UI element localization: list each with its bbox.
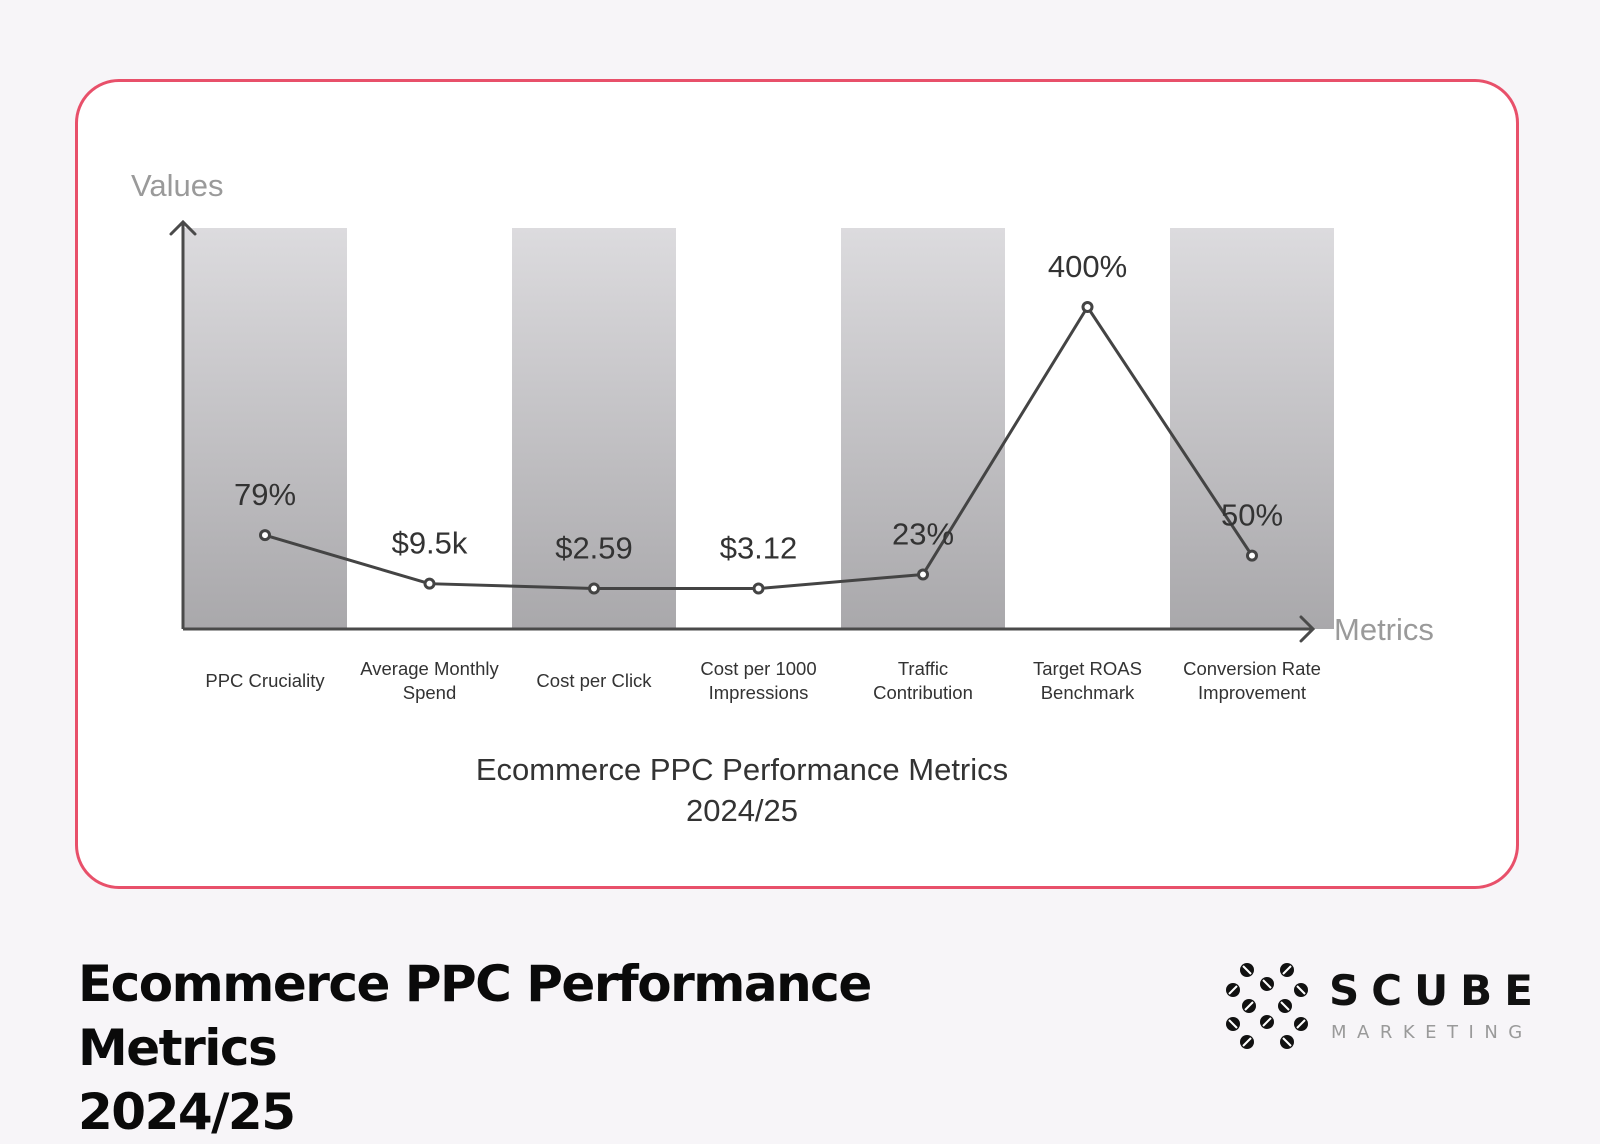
category-label: Target ROAS (1033, 658, 1142, 679)
page-title: Ecommerce PPC Performance Metrics 2024/2… (78, 952, 1078, 1144)
scube-logo: SCUBE MARKETING (1225, 962, 1545, 1052)
chart-card: Values Metrics 79% $9.5k $2.59 $3.12 23% 400% 50… (75, 79, 1519, 889)
y-axis-label: Values (131, 168, 224, 203)
category-band (183, 228, 347, 629)
category-label: PPC Cruciality (205, 670, 325, 691)
chart: Values Metrics 79% $9.5k $2.59 $3.12 23% 400% 50… (131, 168, 1434, 828)
y-axis-arrow (169, 219, 197, 236)
page-title-line-2: 2024/25 (78, 1083, 296, 1141)
dots-cluster-icon (1226, 963, 1308, 1049)
category-label: Conversion Rate (1183, 658, 1321, 679)
category-band (841, 228, 1005, 629)
data-label: 79% (234, 477, 296, 512)
category-label: Spend (403, 682, 457, 703)
category-label: Cost per 1000 (700, 658, 816, 679)
category-label: Average Monthly (360, 658, 499, 679)
category-label: Traffic (898, 658, 948, 679)
category-label: Impressions (709, 682, 809, 703)
data-point (1246, 549, 1258, 562)
data-label: $2.59 (555, 530, 633, 565)
logo-name: SCUBE (1329, 966, 1545, 1015)
data-label: 50% (1221, 498, 1283, 533)
data-point (917, 568, 929, 581)
data-point (423, 577, 436, 590)
chart-title: Ecommerce PPC Performance Metrics (476, 752, 1008, 787)
page-title-line-1: Ecommerce PPC Performance Metrics (78, 955, 872, 1077)
chart-title: 2024/25 (686, 793, 798, 828)
logo-subtitle: MARKETING (1331, 1022, 1533, 1043)
category-band (512, 228, 676, 629)
category-band (1170, 228, 1334, 629)
category-label: Improvement (1198, 682, 1306, 703)
x-axis-label: Metrics (1334, 612, 1434, 647)
data-label: $3.12 (720, 530, 798, 565)
x-axis-arrow (1299, 615, 1316, 643)
data-point (259, 529, 271, 542)
data-label: 400% (1048, 249, 1127, 284)
data-point (752, 582, 765, 595)
category-label: Cost per Click (536, 670, 652, 691)
data-point (1081, 300, 1094, 313)
data-label: 23% (892, 516, 954, 551)
data-label: $9.5k (392, 526, 468, 561)
category-label: Benchmark (1041, 682, 1135, 703)
category-label: Contribution (873, 682, 973, 703)
data-point (588, 582, 600, 595)
